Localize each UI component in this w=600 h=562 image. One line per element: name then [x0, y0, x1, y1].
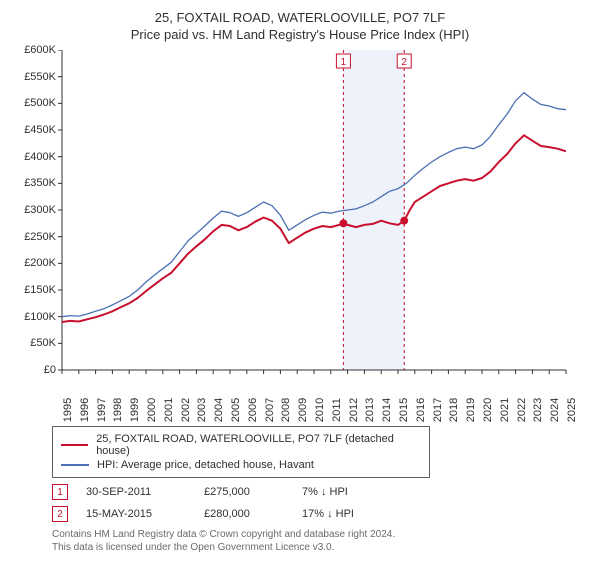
transaction-row: 1 30-SEP-2011 £275,000 7% ↓ HPI — [52, 484, 584, 500]
x-axis-label: 2013 — [364, 398, 376, 422]
transaction-marker: 2 — [52, 506, 68, 522]
x-axis-label: 2005 — [230, 398, 242, 422]
legend-swatch — [61, 444, 88, 446]
legend-item: HPI: Average price, detached house, Hava… — [61, 459, 421, 471]
x-axis-label: 2001 — [163, 398, 175, 422]
x-axis-label: 2012 — [348, 398, 360, 422]
transaction-date: 15-MAY-2015 — [86, 508, 186, 520]
transaction-marker: 1 — [52, 484, 68, 500]
x-axis-label: 2015 — [398, 398, 410, 422]
legend-swatch — [61, 464, 89, 466]
y-axis-label: £150K — [12, 284, 56, 296]
chart-title-subtitle: Price paid vs. HM Land Registry's House … — [16, 27, 584, 42]
price-chart: 12 £0£50K£100K£150K£200K£250K£300K£350K£… — [16, 50, 576, 380]
chart-title-address: 25, FOXTAIL ROAD, WATERLOOVILLE, PO7 7LF — [16, 10, 584, 25]
footer: Contains HM Land Registry data © Crown c… — [52, 528, 584, 554]
y-axis-label: £450K — [12, 124, 56, 136]
x-axis-label: 2017 — [432, 398, 444, 422]
transaction-pct: 7% ↓ HPI — [302, 486, 362, 498]
svg-text:2: 2 — [401, 57, 407, 68]
x-axis-label: 2023 — [532, 398, 544, 422]
y-axis-label: £200K — [12, 257, 56, 269]
transaction-pct: 17% ↓ HPI — [302, 508, 362, 520]
y-axis-label: £0 — [12, 364, 56, 376]
x-axis-label: 2002 — [180, 398, 192, 422]
y-axis-label: £500K — [12, 97, 56, 109]
legend-item: 25, FOXTAIL ROAD, WATERLOOVILLE, PO7 7LF… — [61, 433, 421, 457]
transaction-price: £280,000 — [204, 508, 284, 520]
x-axis-label: 2010 — [314, 398, 326, 422]
y-axis-label: £600K — [12, 44, 56, 56]
transaction-row: 2 15-MAY-2015 £280,000 17% ↓ HPI — [52, 506, 584, 522]
transaction-date: 30-SEP-2011 — [86, 486, 186, 498]
transactions-list: 1 30-SEP-2011 £275,000 7% ↓ HPI 2 15-MAY-2015… — [52, 484, 584, 522]
y-axis-label: £50K — [12, 337, 56, 349]
x-axis-label: 2019 — [465, 398, 477, 422]
x-axis-label: 2008 — [280, 398, 292, 422]
x-axis-label: 2004 — [213, 398, 225, 422]
x-axis-label: 2018 — [448, 398, 460, 422]
x-axis-label: 2003 — [196, 398, 208, 422]
chart-svg: 12 — [16, 50, 576, 380]
x-axis-label: 2016 — [415, 398, 427, 422]
x-axis-label: 1995 — [62, 398, 74, 422]
y-axis-label: £100K — [12, 311, 56, 323]
footer-line1: Contains HM Land Registry data © Crown c… — [52, 528, 584, 541]
y-axis-label: £550K — [12, 71, 56, 83]
legend-label: 25, FOXTAIL ROAD, WATERLOOVILLE, PO7 7LF… — [96, 433, 421, 457]
x-axis-label: 1998 — [112, 398, 124, 422]
x-axis-label: 2021 — [499, 398, 511, 422]
x-axis-label: 1999 — [129, 398, 141, 422]
svg-text:1: 1 — [341, 57, 347, 68]
x-axis-label: 2011 — [331, 398, 343, 422]
footer-line2: This data is licensed under the Open Gov… — [52, 541, 584, 554]
y-axis-label: £300K — [12, 204, 56, 216]
y-axis-label: £350K — [12, 177, 56, 189]
x-axis-label: 1997 — [96, 398, 108, 422]
y-axis-label: £250K — [12, 231, 56, 243]
x-axis-label: 2006 — [247, 398, 259, 422]
x-axis-label: 2009 — [297, 398, 309, 422]
x-axis-label: 2022 — [516, 398, 528, 422]
x-axis-label: 2024 — [549, 398, 561, 422]
legend: 25, FOXTAIL ROAD, WATERLOOVILLE, PO7 7LF… — [52, 426, 430, 478]
x-axis-label: 1996 — [79, 398, 91, 422]
legend-label: HPI: Average price, detached house, Hava… — [97, 459, 314, 471]
x-axis-label: 2025 — [566, 398, 578, 422]
transaction-price: £275,000 — [204, 486, 284, 498]
x-axis-label: 2020 — [482, 398, 494, 422]
x-axis-label: 2000 — [146, 398, 158, 422]
x-axis-label: 2014 — [381, 398, 393, 422]
y-axis-label: £400K — [12, 151, 56, 163]
x-axis-label: 2007 — [264, 398, 276, 422]
